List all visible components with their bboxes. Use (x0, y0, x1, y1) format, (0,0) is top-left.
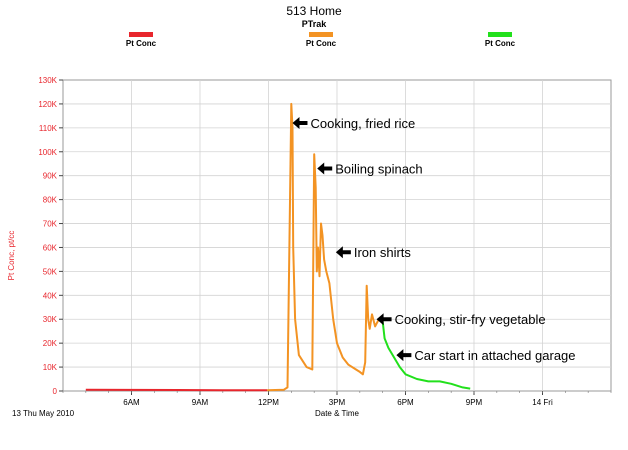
y-tick-label: 50K (43, 267, 58, 276)
annotation: Cooking, stir-fry vegetable (376, 312, 546, 327)
series-line-2 (381, 321, 471, 390)
legend-item-green[interactable]: Pt Conc (470, 32, 530, 48)
annotation-label: Boiling spinach (335, 162, 422, 177)
x-axis-title: Date & Time (315, 409, 360, 418)
y-tick-label: 30K (43, 315, 58, 324)
y-tick-label: 10K (43, 363, 58, 372)
x-tick-label: 9PM (466, 398, 483, 407)
y-tick-label: 60K (43, 243, 58, 252)
annotation-arrow (335, 246, 351, 259)
legend-label-orange: Pt Conc (305, 39, 337, 48)
x-tick-label: 14 Fri (532, 398, 553, 407)
x-tick-label: 3PM (329, 398, 346, 407)
annotation-arrow (292, 117, 308, 130)
y-tick-label: 0 (53, 387, 58, 396)
legend-item-red[interactable]: Pt Conc (111, 32, 171, 48)
legend-swatch-green (488, 32, 512, 37)
legend-item-orange[interactable]: Pt Conc (291, 32, 351, 48)
x-tick-label: 6PM (397, 398, 414, 407)
y-tick-label: 80K (43, 196, 58, 205)
legend-label-green: Pt Conc (484, 39, 516, 48)
chart-subtitle: PTrak (301, 19, 327, 29)
y-tick-label: 100K (38, 148, 57, 157)
y-tick-label: 40K (43, 291, 58, 300)
y-tick-label: 120K (38, 100, 57, 109)
y-tick-label: 110K (39, 124, 58, 133)
series-line-1 (266, 102, 384, 392)
y-tick-label: 20K (43, 339, 58, 348)
y-axis-title: Pt Conc, pt/cc (7, 231, 16, 281)
annotation-arrow (376, 313, 392, 326)
annotation-label: Cooking, stir-fry vegetable (395, 312, 546, 327)
y-tick-label: 130K (38, 76, 57, 85)
chart-title: 513 Home (286, 4, 342, 18)
y-tick-label: 70K (43, 220, 58, 229)
annotation: Iron shirts (335, 245, 412, 260)
legend-label-red: Pt Conc (125, 39, 157, 48)
x-tick-label: 12PM (258, 398, 279, 407)
date-label: 13 Thu May 2010 (12, 409, 75, 418)
y-tick-label: 90K (43, 172, 58, 181)
annotation: Car start in attached garage (396, 348, 576, 363)
annotation-label: Iron shirts (354, 245, 412, 260)
legend-swatch-red (129, 32, 153, 37)
annotation-label: Cooking, fried rice (310, 116, 415, 131)
x-tick-label: 6AM (123, 398, 140, 407)
annotation: Cooking, fried rice (292, 116, 415, 131)
legend-swatch-orange (309, 32, 333, 37)
annotation: Boiling spinach (317, 162, 423, 177)
x-tick-label: 9AM (192, 398, 209, 407)
annotation-label: Car start in attached garage (414, 348, 575, 363)
annotation-arrow (396, 349, 412, 362)
annotation-arrow (317, 162, 333, 175)
